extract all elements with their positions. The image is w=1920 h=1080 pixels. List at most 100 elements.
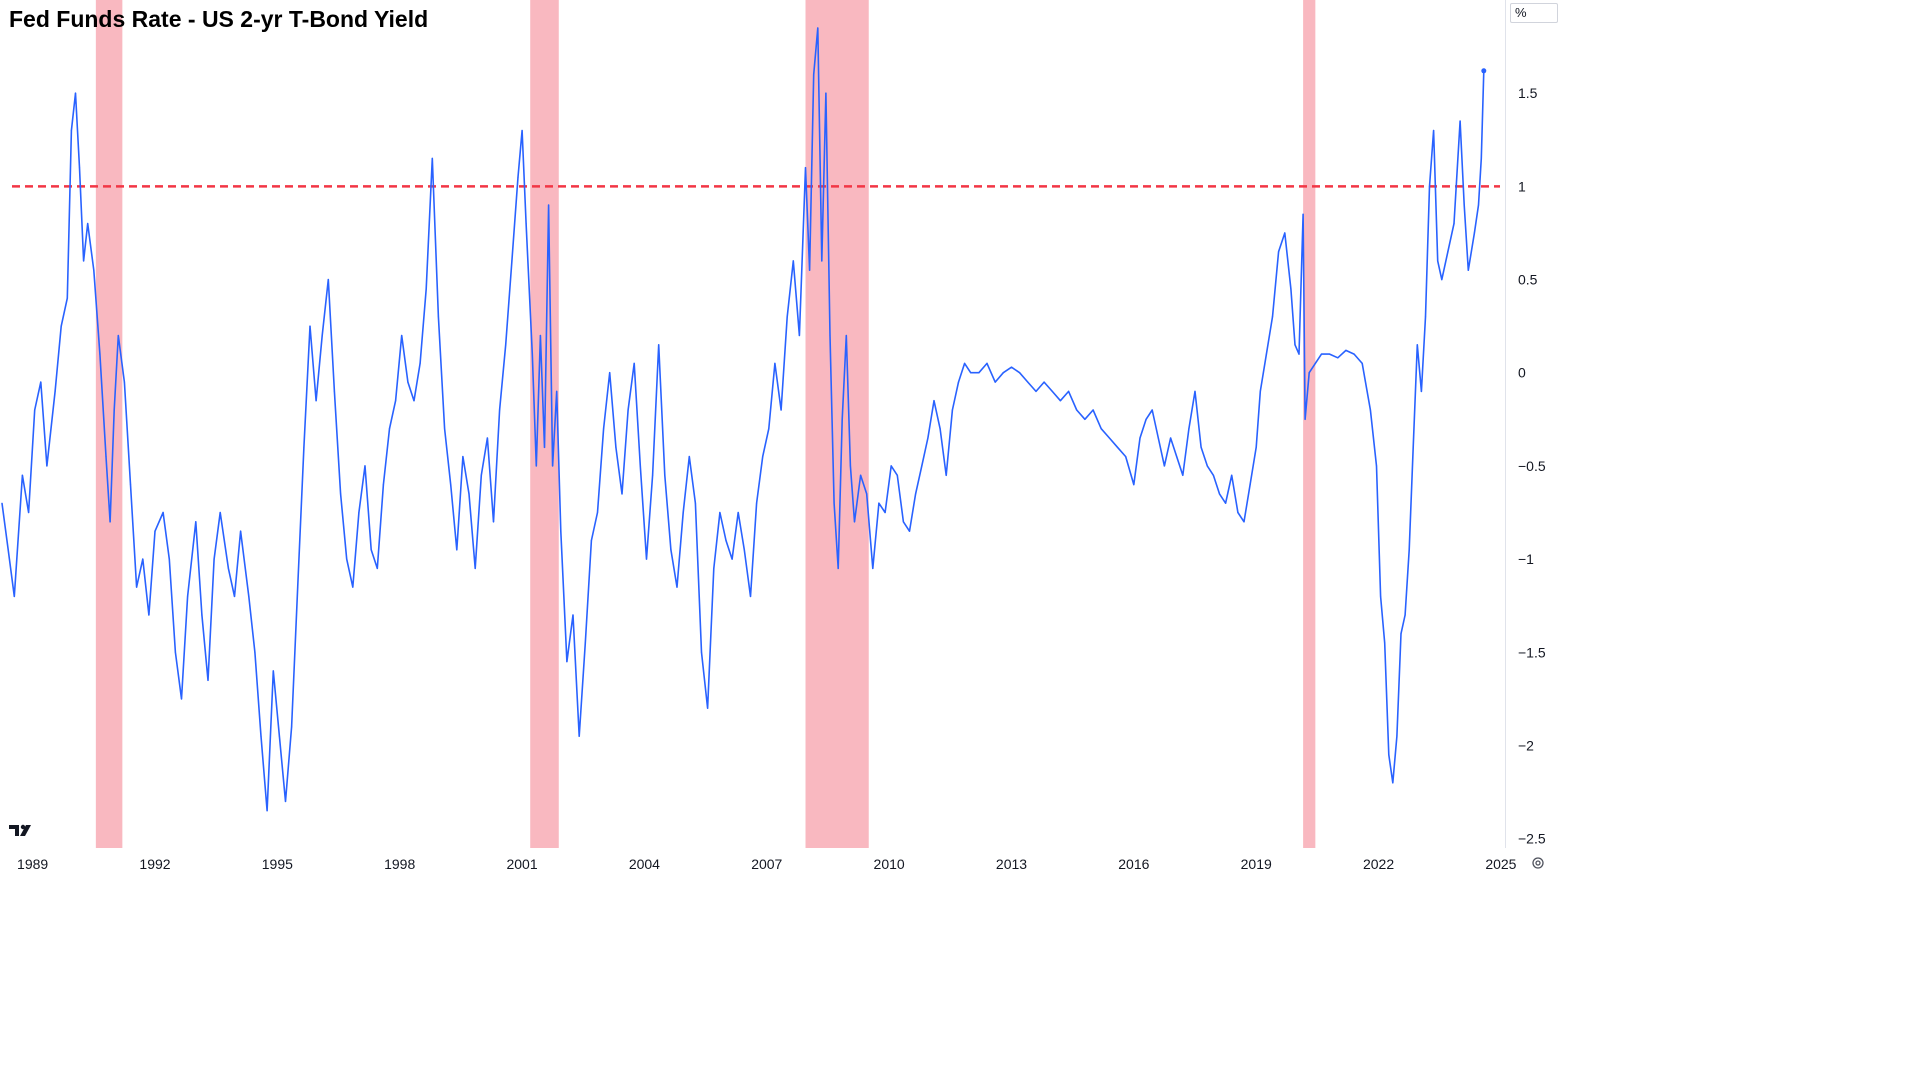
data-point <box>1237 511 1239 514</box>
data-point <box>1353 353 1355 355</box>
data-point <box>74 92 77 94</box>
data-point <box>240 530 242 532</box>
data-point <box>1433 129 1435 132</box>
data-point <box>1206 465 1208 467</box>
data-point <box>1481 68 1487 74</box>
data-point <box>1076 409 1078 411</box>
series-layer <box>1 27 1487 812</box>
data-point <box>1010 366 1013 368</box>
data-point <box>70 129 72 132</box>
data-point <box>333 390 335 392</box>
data-point <box>725 539 727 542</box>
data-point <box>713 567 715 570</box>
data-point <box>1182 474 1184 476</box>
data-point <box>1176 456 1178 458</box>
data-point <box>1278 251 1280 253</box>
data-point <box>254 651 256 653</box>
data-point <box>99 353 101 355</box>
data-point <box>309 325 311 327</box>
data-point <box>136 586 138 588</box>
data-point <box>1139 437 1141 439</box>
data-point <box>364 465 366 467</box>
data-point <box>731 558 733 560</box>
y-tick-label: −2.5 <box>1518 831 1546 847</box>
data-point <box>376 567 378 570</box>
data-point <box>340 493 342 495</box>
data-point <box>13 595 15 598</box>
data-point <box>1194 390 1196 392</box>
data-point <box>113 409 115 411</box>
data-point <box>499 409 501 411</box>
data-point <box>1200 446 1202 448</box>
data-point <box>825 92 827 94</box>
data-point <box>1424 316 1427 318</box>
data-point <box>123 381 125 383</box>
data-point <box>219 511 221 514</box>
data-point <box>413 400 415 402</box>
data-point <box>227 567 229 570</box>
data-point <box>1453 223 1455 225</box>
data-point <box>768 428 770 430</box>
data-point <box>1384 642 1386 644</box>
data-point <box>860 474 862 476</box>
settings-icon[interactable] <box>1530 855 1546 871</box>
data-point <box>1212 474 1214 476</box>
unit-selector[interactable]: % <box>1510 3 1558 23</box>
data-point <box>303 446 305 448</box>
data-point <box>1428 185 1431 187</box>
data-point <box>1225 502 1227 504</box>
data-point <box>1329 353 1331 355</box>
data-point <box>1157 437 1159 439</box>
data-point <box>639 465 641 467</box>
y-axis: 1.5 1 0.5 0 −0.5 −1 −1.5 −2 −2.5 <box>1518 85 1546 846</box>
data-point <box>1188 428 1190 430</box>
data-point <box>1477 204 1480 206</box>
data-point <box>957 381 960 383</box>
data-point <box>148 614 150 616</box>
data-point <box>352 586 354 588</box>
data-point <box>670 549 672 551</box>
data-point <box>1302 213 1304 215</box>
data-point <box>1265 353 1267 355</box>
data-point <box>878 502 880 504</box>
data-point <box>525 223 527 225</box>
data-point <box>572 614 574 616</box>
data-point <box>1218 493 1221 495</box>
data-point <box>978 372 980 374</box>
data-point <box>1304 418 1306 420</box>
y-tick-label: −1 <box>1518 551 1534 567</box>
data-point <box>1125 456 1127 458</box>
data-point <box>866 493 868 495</box>
data-point <box>346 558 348 560</box>
data-point <box>207 679 209 681</box>
data-point <box>1298 353 1300 355</box>
data-point <box>1243 521 1245 523</box>
x-tick-label: 2004 <box>629 856 660 872</box>
unit-label: % <box>1515 5 1527 20</box>
x-tick-label: 2016 <box>1118 856 1149 872</box>
data-point <box>682 511 684 514</box>
data-point <box>425 288 427 290</box>
data-point <box>578 735 580 737</box>
data-point <box>1259 390 1261 392</box>
data-point <box>1420 390 1422 392</box>
data-point <box>737 511 739 514</box>
data-point <box>1467 269 1469 271</box>
data-point <box>1145 418 1147 420</box>
y-tick-label: 1 <box>1518 178 1526 194</box>
data-point <box>1043 381 1045 383</box>
data-point <box>719 511 721 514</box>
data-point <box>1100 428 1102 430</box>
data-point <box>908 530 911 532</box>
data-point <box>1412 446 1414 448</box>
x-tick-label: 1989 <box>17 856 48 872</box>
data-point <box>1380 595 1382 598</box>
data-point <box>297 586 299 588</box>
data-point <box>1369 409 1371 411</box>
data-point <box>951 409 954 411</box>
x-tick-label: 2019 <box>1241 856 1272 872</box>
data-point <box>543 446 546 448</box>
data-point <box>548 204 550 206</box>
data-point <box>480 474 482 476</box>
data-point <box>505 344 507 346</box>
